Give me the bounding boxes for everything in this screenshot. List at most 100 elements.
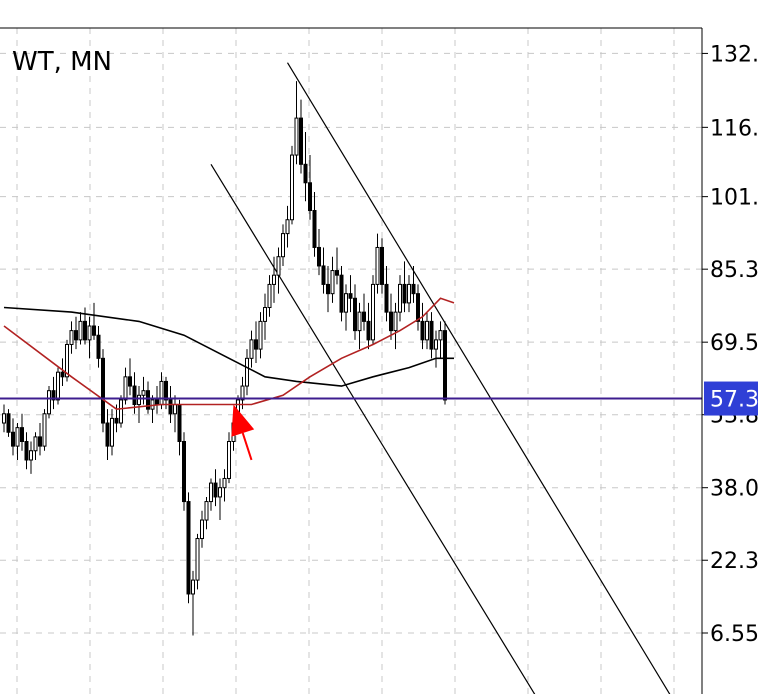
candle-body bbox=[137, 394, 141, 406]
candle-body bbox=[200, 519, 204, 540]
candle-body bbox=[425, 320, 429, 341]
candle-body bbox=[96, 334, 101, 359]
candle-body bbox=[69, 330, 74, 345]
candle-body bbox=[434, 339, 438, 350]
candle-body bbox=[380, 246, 384, 285]
candle-body bbox=[141, 390, 146, 396]
candle-body bbox=[335, 270, 339, 276]
y-tick-label: 101. bbox=[710, 186, 758, 211]
candle-body bbox=[249, 339, 254, 359]
candle-body bbox=[245, 357, 249, 387]
candle-body bbox=[29, 450, 33, 461]
candle-body bbox=[119, 399, 123, 424]
candle-body bbox=[429, 320, 434, 350]
current-price-badge bbox=[704, 381, 758, 416]
candle-body bbox=[357, 311, 362, 332]
y-axis-ticks: 132.116.101.85.369.553.838.022.36.55 bbox=[702, 42, 758, 647]
candle-body bbox=[47, 390, 51, 415]
candle-body bbox=[321, 265, 326, 285]
candle-body bbox=[227, 441, 231, 479]
candle-body bbox=[56, 371, 60, 401]
candlesticks bbox=[2, 81, 447, 636]
trendlines bbox=[210, 62, 671, 694]
candle-body bbox=[267, 283, 272, 309]
candle-body bbox=[299, 117, 303, 165]
candle-body bbox=[42, 413, 47, 447]
candle-body bbox=[78, 320, 83, 341]
candle-body bbox=[326, 283, 330, 295]
candle-body bbox=[375, 246, 380, 285]
candle-body bbox=[263, 307, 267, 322]
trendline bbox=[210, 163, 536, 694]
candle-body bbox=[438, 330, 443, 341]
candle-body bbox=[402, 283, 407, 304]
candle-body bbox=[308, 182, 312, 212]
chart-grid bbox=[0, 28, 702, 694]
candle-body bbox=[168, 399, 173, 415]
current-price-label: 57.3 bbox=[710, 388, 758, 413]
candle-body bbox=[146, 390, 150, 410]
candle-body bbox=[2, 413, 6, 424]
candle-body bbox=[416, 293, 420, 322]
candle-body bbox=[74, 330, 78, 341]
candle-body bbox=[294, 117, 299, 156]
candle-body bbox=[393, 311, 398, 332]
candle-body bbox=[443, 330, 447, 401]
candle-body bbox=[114, 417, 119, 424]
candle-body bbox=[398, 283, 402, 313]
y-tick-label: 22.3 bbox=[710, 549, 758, 574]
y-axis-background bbox=[702, 0, 758, 694]
candle-body bbox=[128, 376, 132, 387]
candle-body bbox=[330, 270, 335, 295]
ma-fast-line bbox=[3, 297, 455, 411]
y-tick-label: 132. bbox=[710, 42, 758, 67]
candle-body bbox=[411, 283, 416, 295]
candle-body bbox=[384, 283, 389, 313]
candle-body bbox=[407, 283, 411, 304]
candle-body bbox=[339, 274, 344, 313]
candle-body bbox=[11, 431, 15, 447]
candle-body bbox=[38, 436, 42, 447]
arrow-head bbox=[231, 404, 255, 437]
candle-body bbox=[258, 320, 263, 350]
candle-body bbox=[83, 320, 87, 341]
candle-body bbox=[371, 283, 375, 341]
y-tick-label: 38.0 bbox=[710, 477, 758, 502]
candle-body bbox=[33, 436, 38, 452]
candle-body bbox=[209, 482, 213, 503]
candle-body bbox=[389, 311, 393, 332]
candle-body bbox=[195, 538, 200, 581]
candle-body bbox=[164, 380, 168, 401]
candle-body bbox=[132, 385, 137, 406]
y-tick-label: 6.55 bbox=[710, 622, 758, 647]
candle-body bbox=[20, 427, 24, 443]
candle-body bbox=[353, 297, 357, 332]
candle-body bbox=[51, 390, 56, 401]
y-tick-label: 85.3 bbox=[710, 258, 758, 283]
candle-body bbox=[6, 413, 11, 433]
candle-body bbox=[123, 376, 128, 401]
candle-body bbox=[290, 154, 294, 221]
candle-body bbox=[276, 256, 281, 276]
candle-body bbox=[105, 422, 110, 447]
arrow-shaft bbox=[241, 432, 253, 461]
candle-body bbox=[191, 579, 195, 595]
ma-slow-line bbox=[3, 306, 454, 387]
candle-body bbox=[281, 233, 285, 258]
candle-body bbox=[101, 357, 105, 424]
candle-body bbox=[65, 343, 69, 378]
candle-body bbox=[240, 385, 245, 401]
candle-body bbox=[218, 487, 222, 498]
signal-arrow bbox=[231, 404, 255, 461]
candle-body bbox=[92, 325, 96, 336]
candle-body bbox=[24, 441, 29, 461]
candle-body bbox=[312, 210, 317, 248]
candle-body bbox=[110, 417, 114, 447]
candle-body bbox=[213, 482, 218, 498]
candle-body bbox=[285, 219, 290, 235]
candle-body bbox=[173, 404, 177, 415]
candle-body bbox=[159, 380, 164, 406]
chart-title: WT, MN bbox=[12, 47, 112, 77]
candle-body bbox=[60, 371, 65, 378]
